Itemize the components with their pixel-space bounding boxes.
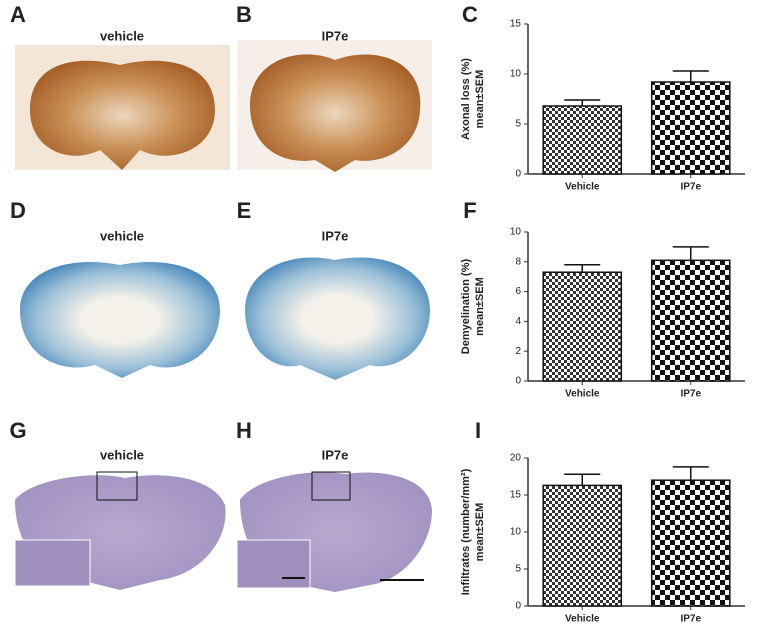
panel-title: vehicle bbox=[100, 447, 144, 462]
panel-letter: E bbox=[237, 198, 252, 223]
panel-letter: F bbox=[463, 198, 476, 223]
x-tick-label: IP7e bbox=[680, 182, 701, 193]
panel-letter: D bbox=[10, 198, 26, 223]
x-tick-label: IP7e bbox=[680, 614, 701, 625]
y-tick-label: 15 bbox=[510, 19, 522, 30]
y-tick-label: 2 bbox=[515, 346, 521, 357]
panel-letter: I bbox=[475, 418, 481, 443]
panel-letter: C bbox=[462, 2, 478, 27]
panel-title: IP7e bbox=[322, 228, 349, 243]
panel-title: IP7e bbox=[322, 28, 349, 43]
y-tick-label: 10 bbox=[510, 227, 522, 238]
x-tick-label: IP7e bbox=[680, 389, 701, 400]
y-tick-label: 0 bbox=[515, 376, 521, 387]
panel-letter: A bbox=[10, 2, 26, 27]
x-tick-label: Vehicle bbox=[565, 614, 600, 625]
bar bbox=[542, 484, 623, 607]
y-tick-label: 15 bbox=[510, 490, 522, 501]
panel-letter: G bbox=[9, 418, 26, 443]
y-tick-label: 5 bbox=[515, 119, 521, 130]
y-axis-label: mean±SEM bbox=[474, 277, 486, 336]
panel-letter: B bbox=[236, 2, 252, 27]
panel-title: vehicle bbox=[100, 28, 144, 43]
y-tick-label: 5 bbox=[515, 564, 521, 575]
y-tick-label: 10 bbox=[510, 527, 522, 538]
y-tick-label: 6 bbox=[515, 286, 521, 297]
histology-images bbox=[14, 40, 432, 592]
y-axis-label: mean±SEM bbox=[474, 503, 486, 562]
y-axis-label: Infiltrates (number/mm²) bbox=[460, 468, 472, 595]
bar bbox=[542, 105, 623, 175]
y-tick-label: 0 bbox=[515, 169, 521, 180]
bar bbox=[542, 271, 623, 382]
y-axis-label: Demyelination (%) bbox=[460, 258, 472, 354]
y-tick-label: 10 bbox=[510, 69, 522, 80]
x-tick-label: Vehicle bbox=[565, 389, 600, 400]
y-tick-label: 4 bbox=[515, 316, 521, 327]
panel-title: IP7e bbox=[322, 447, 349, 462]
bar bbox=[650, 479, 731, 607]
bar bbox=[650, 81, 731, 175]
bar bbox=[650, 259, 731, 382]
y-tick-label: 0 bbox=[515, 601, 521, 612]
y-axis-label: mean±SEM bbox=[474, 70, 486, 129]
x-tick-label: Vehicle bbox=[565, 182, 600, 193]
y-tick-label: 8 bbox=[515, 256, 521, 267]
y-axis-label: Axonal loss (%) bbox=[460, 58, 472, 140]
panel-title: vehicle bbox=[100, 228, 144, 243]
y-tick-label: 20 bbox=[510, 453, 522, 464]
panel-letter: H bbox=[236, 418, 252, 443]
